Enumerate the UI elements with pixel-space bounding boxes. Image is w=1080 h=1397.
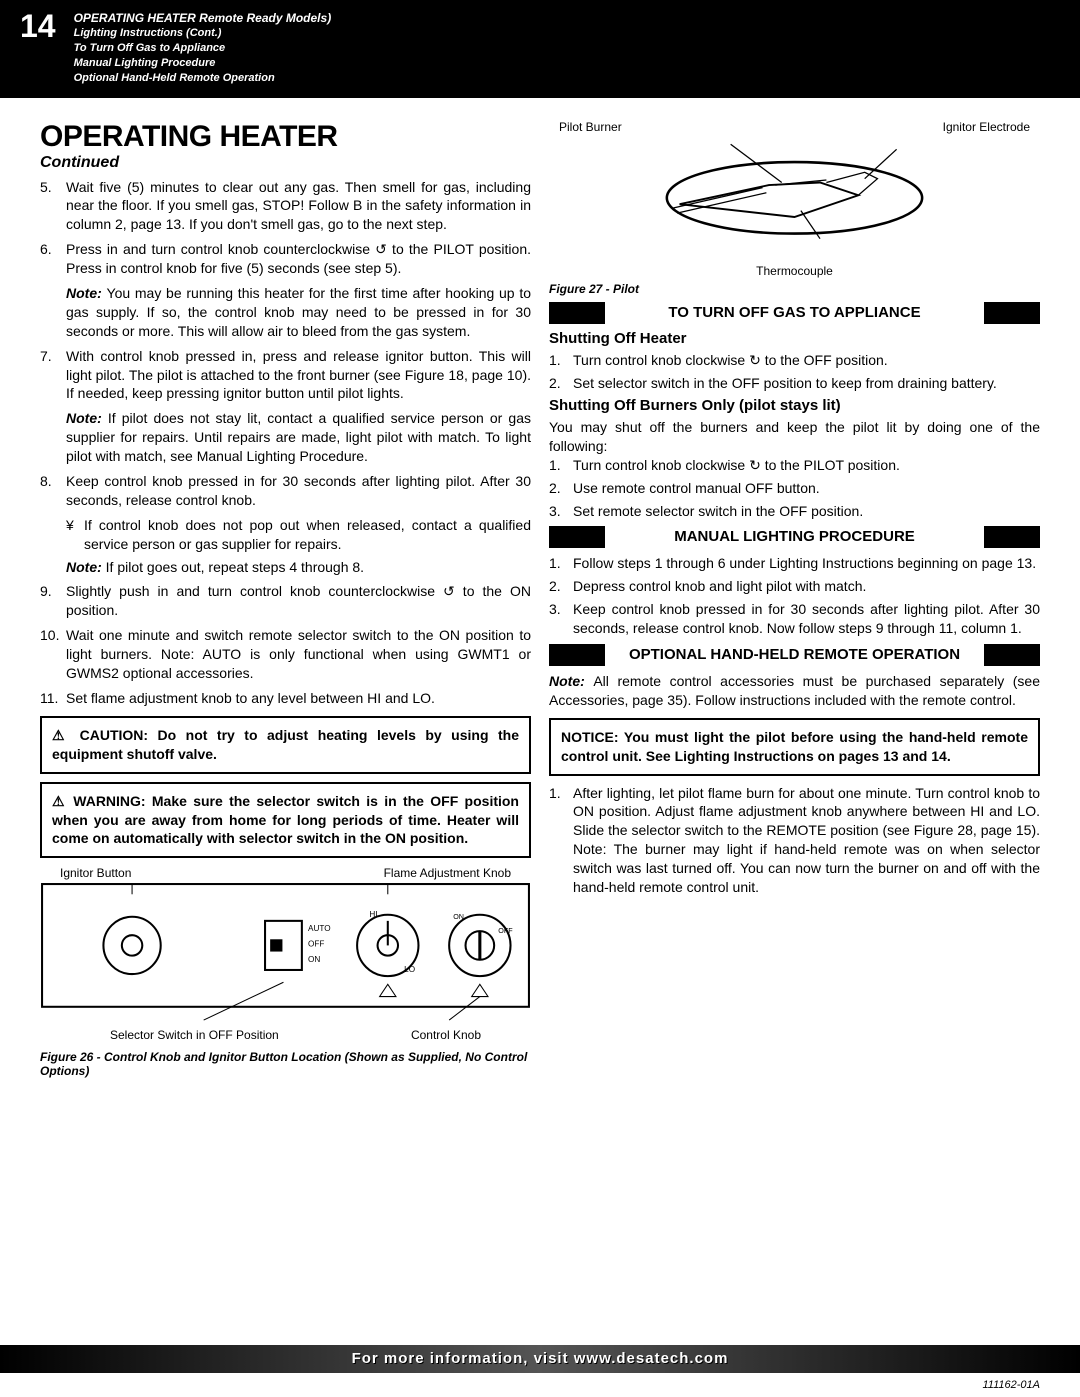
svg-text:ON: ON <box>453 913 464 921</box>
label-ignitor-electrode: Ignitor Electrode <box>943 120 1030 134</box>
burner-2: 2.Use remote control manual OFF button. <box>549 479 1040 498</box>
svg-text:AUTO: AUTO <box>308 924 331 933</box>
label-flame: Flame Adjustment Knob <box>384 866 511 880</box>
label-ignitor: Ignitor Button <box>60 866 131 880</box>
header-sub-1: To Turn Off Gas to Appliance <box>74 41 332 56</box>
footer-bar: For more information, visit www.desatech… <box>0 1345 1080 1373</box>
page-title: OPERATING HEATER <box>40 120 531 154</box>
burners-intro: You may shut off the burners and keep th… <box>549 418 1040 456</box>
warning-icon: ⚠ <box>52 793 73 809</box>
header-sub-2: Manual Lighting Procedure <box>74 56 332 71</box>
step-6: 6.Press in and turn control knob counter… <box>40 240 531 278</box>
continued-label: Continued <box>40 154 531 172</box>
remote-note: Note: All remote control accessories mus… <box>549 672 1040 710</box>
figure-26-caption: Figure 26 - Control Knob and Ignitor But… <box>40 1050 531 1078</box>
remote-1: 1.After lighting, let pilot flame burn f… <box>549 784 1040 897</box>
caution-box: ⚠ CAUTION: Do not try to adjust heating … <box>40 716 531 774</box>
manual-3: 3.Keep control knob pressed in for 30 se… <box>549 600 1040 638</box>
label-control: Control Knob <box>411 1028 481 1042</box>
note-6: Note: You may be running this heater for… <box>66 284 531 341</box>
section-bar-turnoff: TO TURN OFF GAS TO APPLIANCE <box>549 302 1040 324</box>
step-5: 5.Wait five (5) minutes to clear out any… <box>40 178 531 235</box>
note-8: Note: If pilot goes out, repeat steps 4 … <box>66 558 531 577</box>
label-pilot-burner: Pilot Burner <box>559 120 622 134</box>
shutting-off-burners: Shutting Off Burners Only (pilot stays l… <box>549 397 1040 414</box>
note-7: Note: If pilot does not stay lit, contac… <box>66 409 531 466</box>
burner-1: 1.Turn control knob clockwise ↻ to the P… <box>549 456 1040 475</box>
label-thermocouple: Thermocouple <box>549 264 1040 278</box>
pilot-diagram <box>603 134 986 262</box>
svg-text:OFF: OFF <box>308 940 324 949</box>
figure-27-caption: Figure 27 - Pilot <box>549 282 1040 296</box>
svg-text:HI: HI <box>369 910 377 919</box>
shutting-off-heater: Shutting Off Heater <box>549 330 1040 347</box>
right-column: Pilot Burner Ignitor Electrode Thermocou… <box>549 120 1040 1085</box>
burner-3: 3.Set remote selector switch in the OFF … <box>549 502 1040 521</box>
header-sub-3: Optional Hand-Held Remote Operation <box>74 71 332 86</box>
header-lines: OPERATING HEATER Remote Ready Models) Li… <box>74 10 332 86</box>
step-9: 9.Slightly push in and turn control knob… <box>40 582 531 620</box>
step-7: 7.With control knob pressed in, press an… <box>40 347 531 404</box>
section-bar-manual: MANUAL LIGHTING PROCEDURE <box>549 526 1040 548</box>
section-bar-remote: OPTIONAL HAND-HELD REMOTE OPERATION <box>549 644 1040 666</box>
svg-text:LO: LO <box>404 965 415 974</box>
turnoff-1: 1.Turn control knob clockwise ↻ to the O… <box>549 351 1040 370</box>
notice-box: NOTICE: You must light the pilot before … <box>549 718 1040 776</box>
control-panel-diagram: AUTO OFF ON HI LO ON OFF <box>40 882 531 1025</box>
page-header: 14 OPERATING HEATER Remote Ready Models)… <box>0 0 1080 98</box>
header-sub-0: Lighting Instructions (Cont.) <box>74 26 332 41</box>
warning-icon: ⚠ <box>52 727 80 743</box>
header-title: OPERATING HEATER Remote Ready Models) <box>74 10 332 26</box>
label-selector: Selector Switch in OFF Position <box>110 1028 279 1042</box>
warning-box: ⚠ WARNING: Make sure the selector switch… <box>40 782 531 859</box>
svg-text:ON: ON <box>308 955 320 964</box>
manual-1: 1.Follow steps 1 through 6 under Lightin… <box>549 554 1040 573</box>
document-id: 111162-01A <box>983 1379 1041 1391</box>
left-column: OPERATING HEATER Continued 5.Wait five (… <box>40 120 531 1085</box>
page-number: 14 <box>20 10 56 42</box>
manual-2: 2.Depress control knob and light pilot w… <box>549 577 1040 596</box>
step-10: 10.Wait one minute and switch remote sel… <box>40 626 531 683</box>
turnoff-2: 2.Set selector switch in the OFF positio… <box>549 374 1040 393</box>
step-11: 11.Set flame adjustment knob to any leve… <box>40 689 531 708</box>
step-8: 8.Keep control knob pressed in for 30 se… <box>40 472 531 510</box>
sub-8: ¥If control knob does not pop out when r… <box>66 516 531 554</box>
svg-text:OFF: OFF <box>498 927 513 935</box>
